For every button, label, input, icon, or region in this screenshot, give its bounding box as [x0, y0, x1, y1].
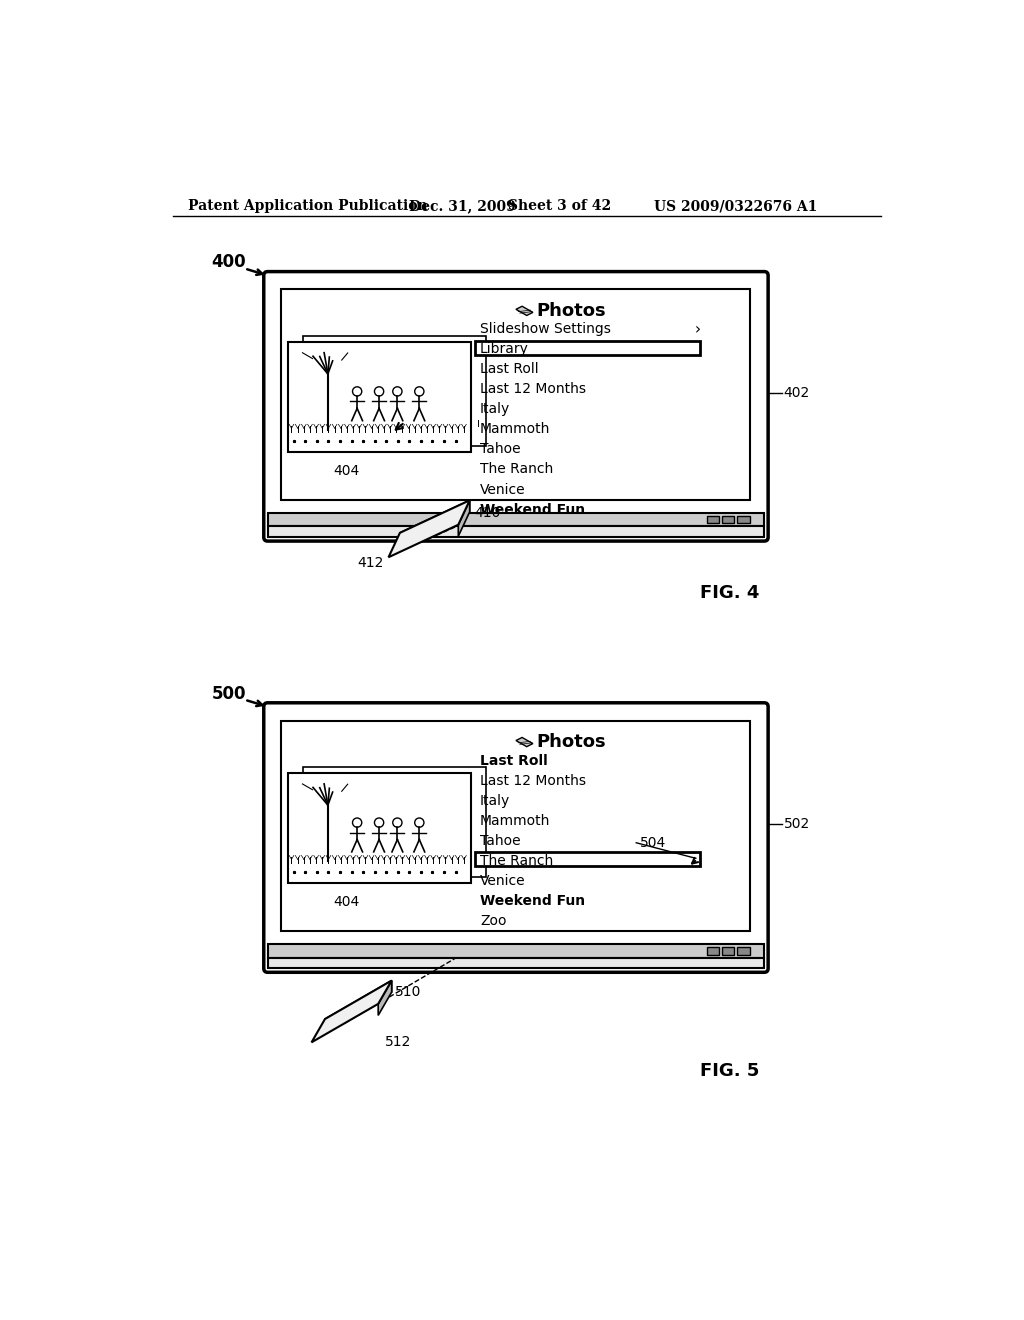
Text: Patent Application Publication: Patent Application Publication	[188, 199, 428, 213]
Text: Venice: Venice	[480, 874, 525, 887]
Bar	[707, 516, 719, 524]
Text: 412: 412	[357, 556, 384, 570]
Bar	[267, 512, 764, 527]
Text: Photos: Photos	[536, 733, 605, 751]
Polygon shape	[516, 738, 532, 747]
Bar	[267, 958, 764, 969]
Bar	[288, 342, 470, 451]
Polygon shape	[325, 981, 391, 1031]
Text: Tahoe: Tahoe	[480, 442, 520, 457]
Text: FIG. 5: FIG. 5	[700, 1061, 760, 1080]
Bar	[282, 289, 751, 500]
Polygon shape	[459, 500, 470, 536]
Text: Venice: Venice	[480, 483, 525, 496]
Bar	[722, 946, 734, 954]
Bar	[282, 721, 751, 932]
Text: Last Roll: Last Roll	[480, 754, 548, 767]
Text: 510: 510	[395, 985, 421, 999]
Text: US 2009/0322676 A1: US 2009/0322676 A1	[654, 199, 817, 213]
Polygon shape	[400, 500, 470, 544]
Text: Last Roll: Last Roll	[480, 363, 539, 376]
Text: 504: 504	[640, 836, 667, 850]
Text: Italy: Italy	[480, 793, 510, 808]
Polygon shape	[378, 981, 391, 1015]
Text: ›: ›	[694, 322, 700, 337]
Text: Slideshow Settings: Slideshow Settings	[480, 322, 611, 337]
Text: Weekend Fun: Weekend Fun	[480, 894, 585, 908]
Text: 512: 512	[385, 1035, 411, 1049]
Text: Tahoe: Tahoe	[480, 834, 520, 847]
Text: Weekend Fun: Weekend Fun	[480, 503, 585, 516]
Text: 404: 404	[334, 465, 359, 478]
Text: 402: 402	[783, 387, 810, 400]
Bar	[267, 944, 764, 958]
Text: Zoo: Zoo	[480, 913, 507, 928]
Text: Mammoth: Mammoth	[480, 422, 550, 437]
Polygon shape	[388, 500, 470, 557]
Text: 502: 502	[783, 817, 810, 832]
Text: Photos: Photos	[536, 302, 605, 319]
Bar	[303, 335, 486, 446]
Text: Italy: Italy	[480, 403, 510, 416]
Bar	[475, 853, 700, 866]
Text: The Ranch: The Ranch	[480, 462, 553, 477]
Bar	[737, 946, 750, 954]
Bar	[722, 516, 734, 524]
Text: Dec. 31, 2009: Dec. 31, 2009	[410, 199, 516, 213]
Text: Sheet 3 of 42: Sheet 3 of 42	[508, 199, 611, 213]
Text: 400: 400	[211, 253, 246, 272]
FancyBboxPatch shape	[264, 272, 768, 541]
Bar	[267, 527, 764, 537]
Polygon shape	[311, 981, 391, 1043]
Text: 500: 500	[211, 685, 246, 702]
Text: Library: Library	[480, 342, 528, 356]
Text: Mammoth: Mammoth	[480, 813, 550, 828]
Text: The Ranch: The Ranch	[480, 854, 553, 867]
Bar	[707, 946, 719, 954]
Text: Last 12 Months: Last 12 Months	[480, 774, 586, 788]
Bar	[288, 774, 470, 883]
Bar	[737, 516, 750, 524]
Polygon shape	[516, 306, 532, 315]
Text: FIG. 4: FIG. 4	[700, 585, 760, 602]
Bar	[303, 767, 486, 876]
FancyBboxPatch shape	[264, 702, 768, 973]
Text: 404: 404	[334, 895, 359, 909]
Text: Last 12 Months: Last 12 Months	[480, 383, 586, 396]
Text: 410: 410	[474, 506, 501, 520]
Bar	[475, 341, 700, 355]
